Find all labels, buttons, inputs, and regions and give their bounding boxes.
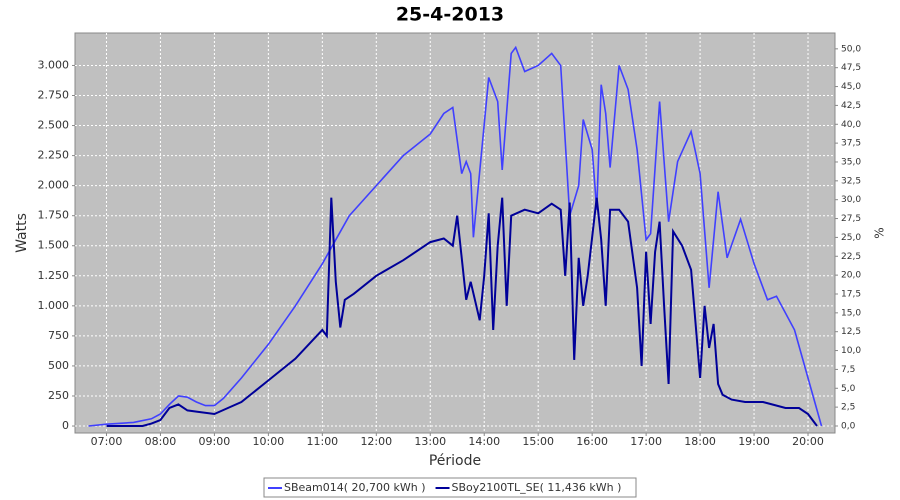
y2-tick-label: 45,0 (841, 82, 861, 92)
y2-tick-label: 25,0 (841, 233, 861, 243)
y2-tick-label: 20,0 (841, 271, 861, 281)
x-tick-label: 13:00 (414, 435, 446, 448)
series-line (106, 197, 818, 427)
y2-tick-label: 42,5 (841, 101, 861, 111)
x-tick-label: 07:00 (91, 435, 123, 448)
y2-tick-label: 2,5 (841, 403, 855, 413)
x-tick-label: 15:00 (522, 435, 554, 448)
y2-tick-label: 35,0 (841, 157, 861, 167)
y-tick-label: 2.250 (38, 149, 70, 162)
y2-tick-label: 30,0 (841, 195, 861, 205)
y-tick-label: 2.500 (38, 119, 70, 132)
y2-tick-label: 50,0 (841, 44, 861, 54)
y-tick-label: 1.250 (38, 269, 70, 282)
chart-title: 25-4-2013 (396, 4, 504, 26)
x-tick-label: 14:00 (468, 435, 500, 448)
series-line (88, 45, 823, 427)
x-tick-label: 20:00 (792, 435, 824, 448)
y2-tick-label: 12,5 (841, 327, 861, 337)
x-axis-label: Période (429, 453, 481, 469)
y2-tick-label: 17,5 (841, 289, 861, 299)
x-tick-label: 12:00 (360, 435, 392, 448)
y2-tick-label: 47,5 (841, 63, 861, 73)
legend-label: SBeam014( 20,700 kWh ) (284, 481, 426, 494)
y2-tick-label: 15,0 (841, 308, 861, 318)
y2-tick-label: 22,5 (841, 252, 861, 262)
x-tick-label: 17:00 (630, 435, 662, 448)
y-tick-label: 3.000 (38, 58, 70, 71)
y2-tick-label: 27,5 (841, 214, 861, 224)
y2-tick-label: 7,5 (841, 365, 855, 375)
y2-axis-label: % (873, 227, 887, 238)
y-tick-label: 1.000 (38, 299, 70, 312)
y-tick-label: 500 (48, 359, 69, 372)
y-tick-label: 250 (48, 389, 69, 402)
y2-tick-label: 0,0 (841, 421, 856, 431)
x-tick-label: 18:00 (684, 435, 716, 448)
y-tick-label: 2.000 (38, 179, 70, 192)
y-tick-label: 0 (62, 419, 69, 432)
y-tick-label: 2.750 (38, 89, 70, 102)
legend-label: SBoy2100TL_SE( 11,436 kWh ) (452, 481, 622, 494)
y2-tick-label: 32,5 (841, 176, 861, 186)
y-tick-label: 750 (48, 329, 69, 342)
x-tick-label: 09:00 (199, 435, 231, 448)
y2-tick-label: 10,0 (841, 346, 861, 356)
y-tick-label: 1.500 (38, 239, 70, 252)
x-tick-label: 19:00 (738, 435, 770, 448)
x-tick-label: 11:00 (306, 435, 338, 448)
legend (263, 477, 637, 498)
y2-tick-label: 37,5 (841, 139, 861, 149)
x-tick-label: 10:00 (253, 435, 285, 448)
x-tick-label: 16:00 (576, 435, 608, 448)
y-tick-label: 1.750 (38, 209, 70, 222)
y-axis-label: Watts (14, 213, 30, 253)
y2-tick-label: 40,0 (841, 120, 861, 130)
y2-tick-label: 5,0 (841, 384, 856, 394)
x-tick-label: 08:00 (145, 435, 177, 448)
